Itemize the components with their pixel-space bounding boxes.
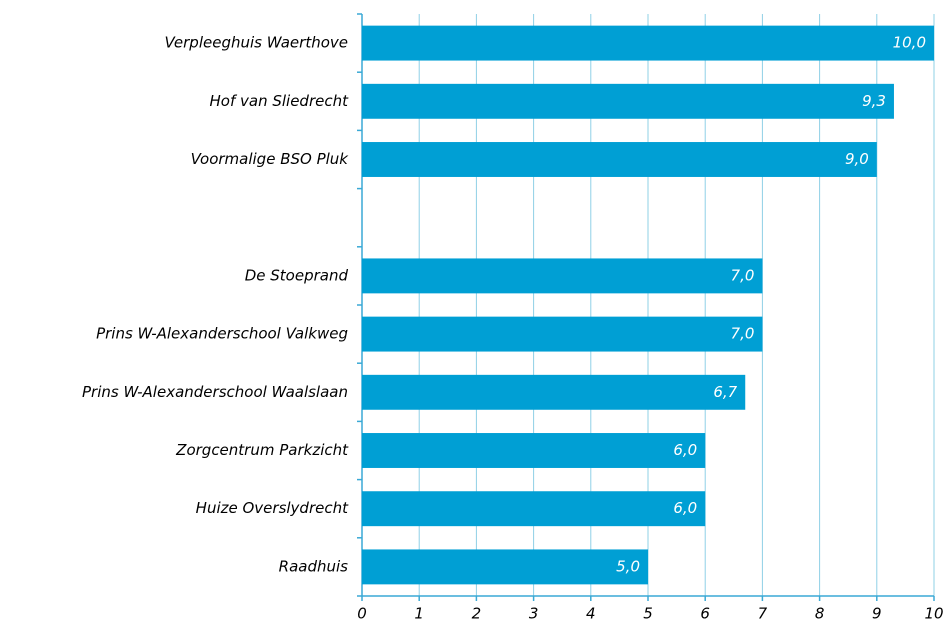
x-tick-label: 1 [414, 605, 424, 623]
bar [362, 142, 877, 177]
y-tick-label: Prins W-Alexanderschool Waalslaan [82, 383, 348, 401]
x-tick-label: 0 [357, 605, 367, 623]
y-tick-label: Prins W-Alexanderschool Valkweg [96, 325, 348, 343]
y-tick-label: Huize Overslydrecht [196, 499, 349, 517]
data-label: 7,0 [731, 325, 755, 343]
y-tick-label: Raadhuis [279, 557, 349, 575]
x-tick-label: 10 [924, 605, 943, 623]
y-tick-label: Verpleeghuis Waerthove [165, 34, 348, 52]
data-label: 5,0 [616, 557, 640, 575]
bar [362, 374, 746, 410]
bar [362, 83, 894, 119]
bar [362, 491, 706, 527]
bar [362, 549, 648, 585]
y-tick-label: Zorgcentrum Parkzicht [175, 441, 349, 459]
y-tick-label: Hof van Sliedrecht [210, 92, 350, 110]
data-label: 6,0 [673, 441, 697, 459]
x-tick-label: 6 [700, 605, 710, 623]
x-tick-label: 4 [586, 605, 596, 623]
data-label: 6,0 [673, 499, 697, 517]
data-label: 7,0 [731, 266, 755, 284]
x-tick-label: 5 [643, 605, 653, 623]
x-tick-label: 8 [815, 605, 825, 623]
data-label: 6,7 [713, 383, 737, 401]
x-tick-label: 9 [872, 605, 882, 623]
bar [362, 25, 934, 61]
bar [362, 316, 763, 352]
x-tick-label: 7 [758, 605, 768, 623]
y-tick-label: Voormalige BSO Pluk [191, 150, 350, 168]
bar [362, 258, 763, 294]
data-label: 10,0 [893, 34, 926, 52]
x-tick-label: 2 [472, 605, 482, 623]
y-tick-label: De Stoeprand [245, 266, 349, 284]
data-label: 9,3 [862, 92, 886, 110]
x-tick-label: 3 [529, 605, 539, 623]
bar [362, 433, 706, 468]
data-label: 9,0 [845, 150, 869, 168]
